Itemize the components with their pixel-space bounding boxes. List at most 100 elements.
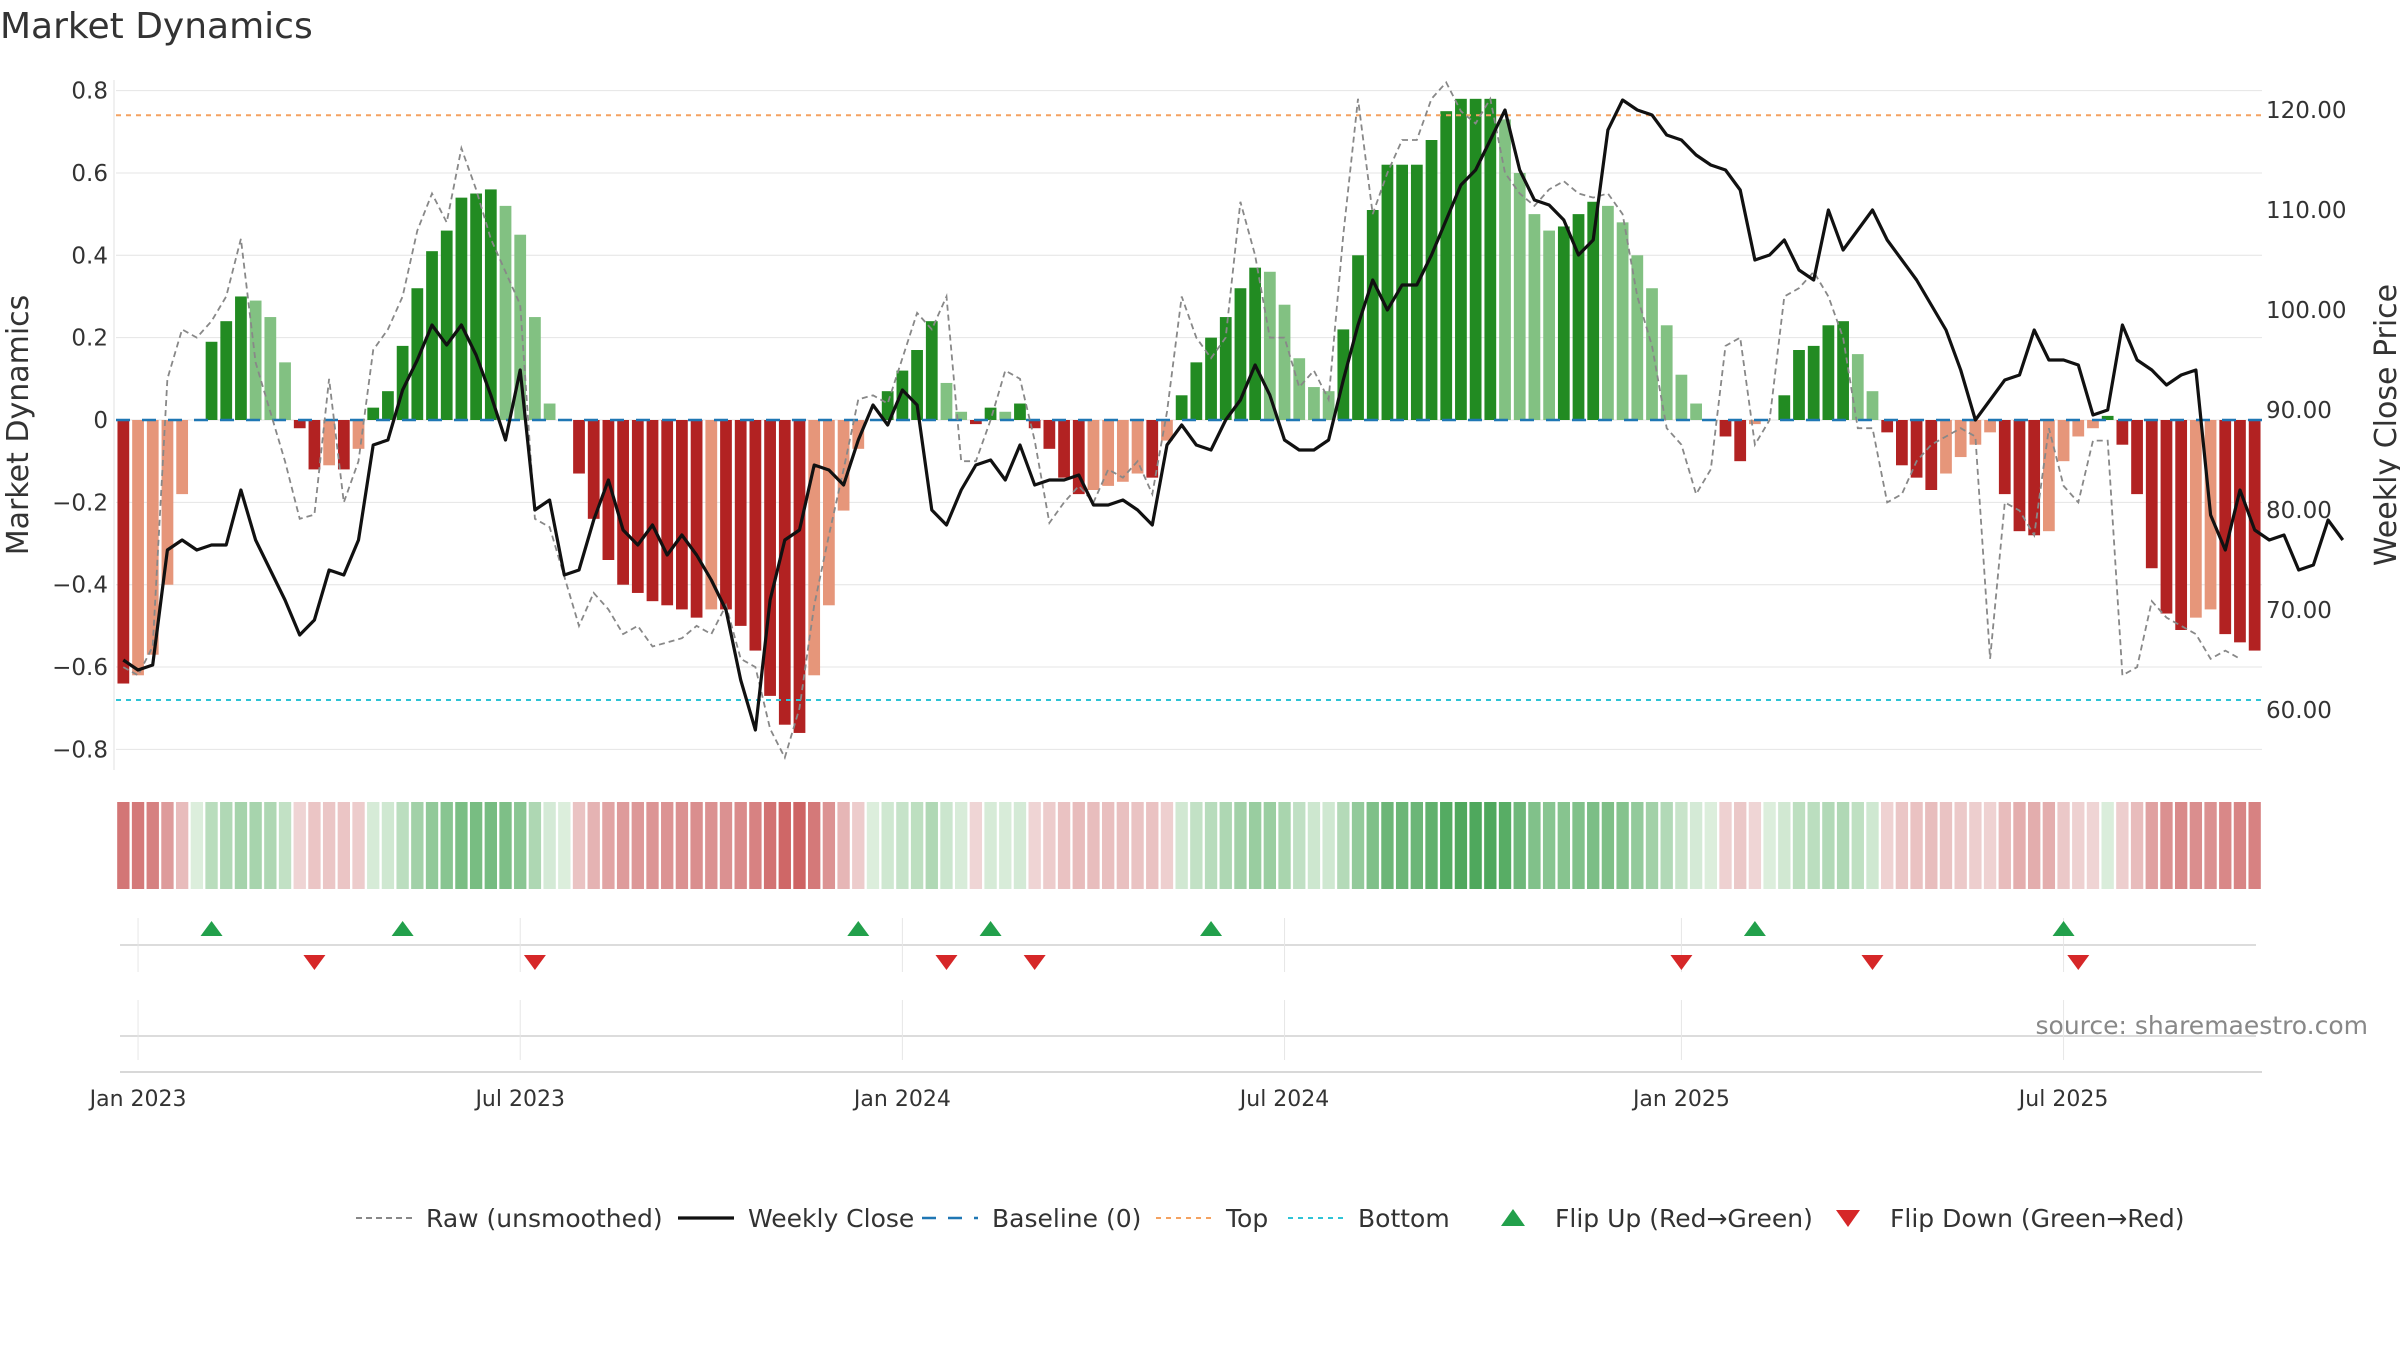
heat-cell	[1219, 802, 1232, 889]
flip-down-marker	[2067, 955, 2090, 970]
legend-item-baseline: Baseline (0)	[922, 1204, 1141, 1233]
bar	[1072, 420, 1085, 495]
heat-cell	[337, 802, 351, 889]
y-tick-label: 0	[93, 408, 108, 434]
bar	[484, 189, 497, 420]
bar	[1396, 164, 1409, 420]
bar	[235, 296, 247, 420]
heat-cell	[1425, 802, 1438, 889]
heat-cell	[1792, 802, 1806, 889]
bar	[1175, 395, 1188, 420]
bar	[367, 407, 380, 420]
heat-cell	[1675, 802, 1688, 889]
heat-cell	[2219, 802, 2232, 889]
heat-cell	[1910, 802, 1923, 889]
heat-cell	[1528, 802, 1541, 889]
bar	[1263, 271, 1276, 420]
heat-cell	[2116, 802, 2129, 889]
bar	[2189, 420, 2202, 618]
legend-item-flip_down: Flip Down (Green→Red)	[1836, 1204, 2185, 1233]
heat-cell	[1572, 802, 1585, 889]
heat-cell	[308, 802, 321, 889]
heat-cell	[719, 802, 733, 889]
bar	[1249, 267, 1262, 420]
bar	[1410, 164, 1423, 420]
legend-label: Bottom	[1358, 1204, 1450, 1233]
heat-cell	[1028, 802, 1041, 889]
bar	[1425, 140, 1438, 420]
legend-label: Baseline (0)	[992, 1204, 1141, 1233]
heat-cell	[1939, 802, 1953, 889]
bar	[896, 370, 909, 420]
bar	[1058, 420, 1070, 478]
y-tick-label: 0.4	[71, 243, 108, 269]
heat-cell	[1969, 802, 1982, 889]
flip-up-marker	[1200, 921, 1223, 936]
heat-cell	[1998, 802, 2011, 889]
bar	[1631, 255, 1644, 420]
bar	[1366, 210, 1379, 420]
heat-cell	[1484, 802, 1497, 889]
y-tick-label: 0.2	[71, 326, 108, 352]
bar	[1131, 420, 1144, 474]
bar	[1087, 420, 1100, 490]
heat-cell	[763, 802, 777, 889]
bar	[161, 420, 174, 585]
heat-cell	[2189, 802, 2203, 889]
heat-cell	[1866, 802, 1879, 889]
bar	[2234, 420, 2246, 643]
heat-cell	[2101, 802, 2114, 889]
bar	[1896, 420, 1908, 466]
bar	[1205, 337, 1217, 420]
legend-label: Weekly Close	[748, 1204, 914, 1233]
heat-cell	[616, 802, 630, 889]
heat-cell	[2027, 802, 2041, 889]
bar	[881, 391, 894, 420]
bar	[1749, 420, 1761, 425]
bar	[117, 420, 130, 684]
bar	[205, 341, 218, 420]
bar	[1851, 354, 1864, 420]
bar	[2057, 420, 2070, 462]
bar	[617, 420, 629, 585]
heat-cell	[1763, 802, 1776, 889]
heat-cell	[1190, 802, 1203, 889]
source-note: source: sharemaestro.com	[2036, 1011, 2369, 1040]
legend-item-raw: Raw (unsmoothed)	[356, 1204, 663, 1233]
heat-cell	[234, 802, 248, 889]
x-tick-label: Jan 2025	[1631, 1087, 1730, 1112]
bar	[587, 420, 600, 519]
bar	[690, 420, 703, 618]
flip-up-marker	[847, 921, 870, 936]
bar	[1161, 420, 1173, 441]
line-series	[122, 80, 2345, 761]
heat-cell	[1778, 802, 1791, 889]
heat-cell	[278, 802, 292, 889]
heat-cell	[793, 802, 806, 889]
x-tick-label: Jul 2023	[473, 1087, 565, 1112]
heat-cell	[2248, 802, 2261, 889]
heat-cell	[999, 802, 1012, 889]
heat-cell	[602, 802, 615, 889]
heat-cell	[2130, 802, 2144, 889]
heat-cell	[2145, 802, 2158, 889]
heat-cell	[1469, 802, 1482, 889]
bar	[2028, 420, 2041, 536]
bar	[1499, 119, 1511, 420]
y2-tick-label: 60.00	[2266, 698, 2332, 724]
bar	[1646, 288, 1658, 420]
heat-cell	[778, 802, 791, 889]
bar	[676, 420, 688, 610]
bar	[940, 382, 953, 420]
flip-down-marker	[1023, 955, 1046, 970]
heat-cell	[469, 802, 483, 889]
bar	[1616, 222, 1629, 420]
heat-cell	[1351, 802, 1365, 889]
flip-up-marker	[2052, 921, 2075, 936]
heat-cell	[381, 802, 395, 889]
heat-cell	[1689, 802, 1703, 889]
heat-cell	[1248, 802, 1262, 889]
flip-down-marker	[1861, 955, 1884, 970]
heat-cell	[2057, 802, 2070, 889]
flip-up-marker	[1743, 921, 1766, 936]
